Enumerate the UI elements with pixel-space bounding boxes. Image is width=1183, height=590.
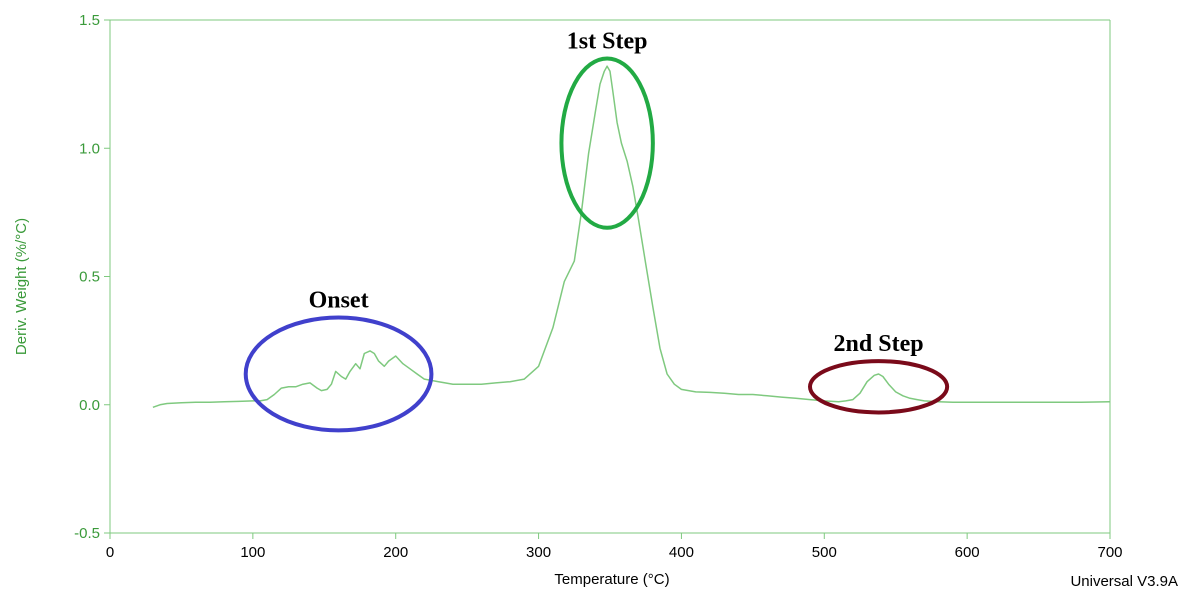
x-tick-label: 500 [812, 544, 837, 561]
annotation-ellipse [559, 56, 655, 230]
x-tick-label: 200 [383, 544, 408, 561]
series-line-0 [152, 65, 1111, 409]
y-tick-label: 0.5 [79, 269, 100, 286]
x-tick-label: 100 [240, 544, 265, 561]
annotation-ellipse [243, 315, 434, 433]
version-label: Universal V3.9A [1070, 573, 1178, 590]
x-tick-label: 0 [106, 544, 114, 561]
x-axis-title: Temperature (°C) [554, 571, 669, 588]
y-axis-title: Deriv. Weight (%/°C) [13, 218, 30, 355]
y-tick-label: -0.5 [74, 525, 100, 542]
x-tick-label: 300 [526, 544, 551, 561]
y-tick-label: 0.0 [79, 397, 100, 414]
annotation-label: Onset [309, 288, 369, 314]
annotation-label: 1st Step [567, 28, 648, 54]
x-tick-label: 400 [669, 544, 694, 561]
annotation-ellipse [808, 359, 950, 415]
y-tick-label: 1.5 [79, 12, 100, 29]
annotation-label: 2nd Step [834, 331, 924, 357]
x-tick-label: 600 [955, 544, 980, 561]
y-tick-label: 1.0 [79, 140, 100, 157]
x-tick-label: 700 [1097, 544, 1122, 561]
